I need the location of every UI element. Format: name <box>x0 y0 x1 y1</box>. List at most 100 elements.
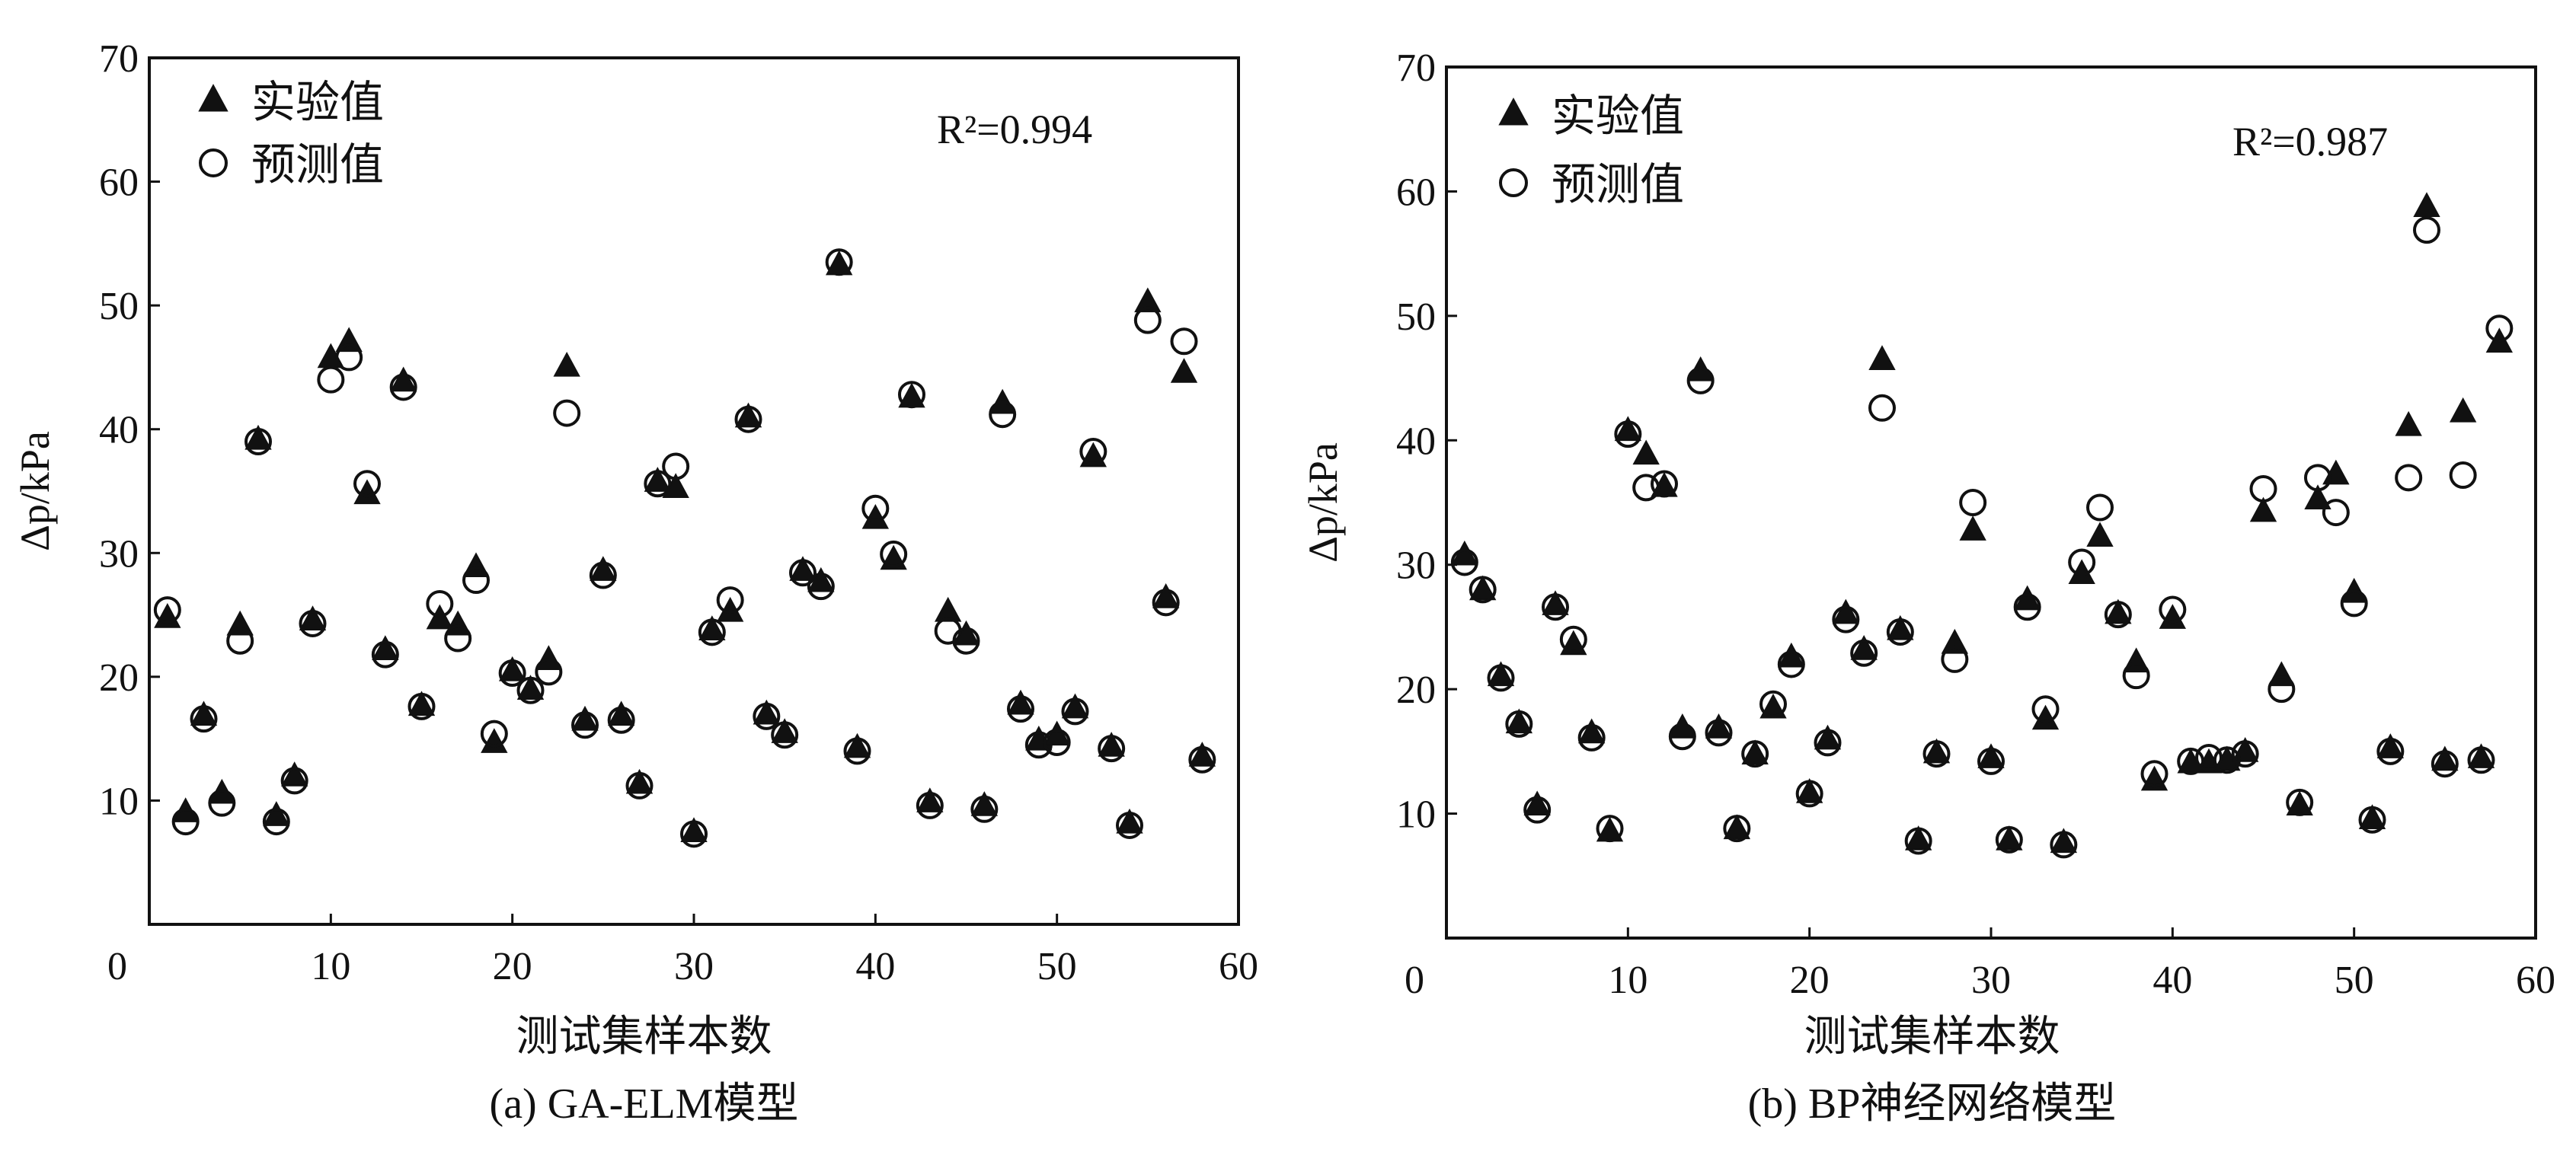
chart-a-point-experimental <box>481 728 508 753</box>
chart-b-point-predicted <box>1596 815 1624 843</box>
chart-a-point-experimental <box>625 768 654 794</box>
chart-b-xlabel: 测试集样本数 <box>1804 1013 2060 1061</box>
chart-b-point-predicted <box>2376 737 2405 765</box>
chart-b-point-experimental <box>2358 804 2386 830</box>
chart-a-y-tick-label: 30 <box>99 532 139 576</box>
chart-a-point-experimental <box>753 699 781 725</box>
chart-a-legend-circle-marker <box>199 148 228 177</box>
chart-b-point-predicted <box>1886 618 1914 646</box>
chart-b-point-predicted <box>2431 750 2459 778</box>
chart-a-point-predicted <box>1024 731 1053 759</box>
chart-b-point-predicted <box>2140 760 2169 788</box>
chart-a-point-experimental <box>680 817 708 842</box>
chart-a-x-tick-label: 60 <box>1219 945 1258 988</box>
chart-a-point-experimental <box>190 700 218 726</box>
chart-a-point-predicted <box>898 381 925 409</box>
chart-a-point-predicted <box>516 676 545 704</box>
chart-b-point-predicted <box>1450 548 1478 576</box>
chart-b-point-experimental <box>2431 745 2459 771</box>
chart-a-point-predicted <box>498 659 526 687</box>
chart-b-y-tick-label: 40 <box>1396 420 1436 463</box>
chart-a-point-predicted <box>1061 697 1089 726</box>
chart-b-point-predicted <box>1814 729 1842 757</box>
chart-a-point-predicted <box>1152 589 1180 617</box>
chart-a-point-predicted <box>444 624 472 653</box>
chart-b-point-predicted <box>1542 593 1569 621</box>
chart-a-point-predicted <box>989 401 1017 429</box>
chart-a-point-experimental <box>535 645 563 670</box>
chart-a-point-experimental <box>861 503 890 529</box>
chart-b-x-tick-label: 20 <box>1790 959 1830 1002</box>
chart-b-point-predicted <box>1959 489 1987 516</box>
chart-a-x-tick-label: 20 <box>493 945 532 988</box>
chart-a-point-predicted <box>262 808 290 836</box>
chart-a-point-predicted <box>280 767 308 795</box>
chart-a-point-experimental <box>553 351 580 377</box>
chart-a-point-predicted <box>1133 306 1162 334</box>
chart-b-point-experimental <box>2105 598 2132 624</box>
chart-b-point-predicted <box>2231 740 2259 768</box>
chart-a-point-predicted <box>1079 437 1107 465</box>
chart-b-point-experimental <box>1614 416 1642 442</box>
chart-a-point-predicted <box>480 720 508 748</box>
chart-a-point-predicted <box>952 627 980 655</box>
chart-a-point-predicted <box>861 494 890 522</box>
chart-a-point-experimental <box>1098 732 1125 757</box>
chart-a-point-predicted <box>1007 695 1034 723</box>
chart-a-point-predicted <box>535 658 563 686</box>
chart-a-point-predicted <box>1098 735 1126 763</box>
chart-a-point-experimental <box>1061 693 1089 719</box>
chart-b-y-tick-label: 50 <box>1396 295 1436 339</box>
chart-b-point-experimental <box>2050 828 2078 854</box>
chart-b-ylabel: Δp/kPa <box>1300 442 1346 563</box>
chart-b-point-predicted <box>2340 589 2368 618</box>
chart-b-point-experimental <box>2304 484 2332 509</box>
chart-a-point-predicted <box>662 452 690 480</box>
chart-a-point-experimental <box>407 691 436 716</box>
chart-a-y-tick-label: 20 <box>99 656 139 700</box>
chart-b-point-predicted <box>2304 464 2332 492</box>
chart-a-point-experimental <box>843 732 871 758</box>
chart-b-point-predicted <box>1941 645 1969 673</box>
chart-a-point-predicted <box>389 373 417 401</box>
chart-a-point-experimental <box>516 675 545 700</box>
chart-b-point-experimental <box>2249 496 2277 522</box>
chart-b-point-predicted <box>2086 493 2114 522</box>
chart-a-point-experimental <box>590 556 617 581</box>
chart-b-point-predicted <box>2485 314 2514 343</box>
chart-a-ylabel: Δp/kPa <box>12 431 58 551</box>
chart-a-point-predicted <box>644 470 672 498</box>
chart-b-point-predicted <box>1559 625 1587 653</box>
chart-a-legend-triangle-marker <box>198 84 229 112</box>
chart-a-point-experimental <box>372 635 399 660</box>
chart-b-x-tick-label: 10 <box>1608 959 1648 1002</box>
chart-b-point-predicted <box>1632 474 1660 502</box>
chart-b-y-tick-label: 70 <box>1396 46 1436 90</box>
chart-a-point-predicted <box>153 596 181 624</box>
chart-a-y-tick-label: 70 <box>99 37 139 81</box>
chart-a-point-predicted <box>371 640 399 669</box>
chart-b-point-predicted <box>1723 815 1751 843</box>
chart-b-point-predicted <box>2268 675 2296 704</box>
chart-b-point-predicted <box>1741 740 1769 768</box>
chart-b-point-predicted <box>1777 650 1805 678</box>
chart-b-point-predicted <box>1995 825 2023 854</box>
chart-b-point-predicted <box>2249 475 2277 503</box>
chart-a-x-tick-label: 50 <box>1037 945 1077 988</box>
chart-a-point-experimental <box>1134 287 1162 313</box>
chart-a-point-predicted <box>335 343 363 372</box>
chart-a-point-predicted <box>462 566 490 595</box>
chart-a-point-experimental <box>1152 582 1180 608</box>
chart-a-point-experimental <box>280 761 308 787</box>
chart-b-y-tick-label: 10 <box>1396 793 1436 837</box>
chart-b-point-predicted <box>2449 461 2477 490</box>
chart-b-series-predicted <box>1450 216 2514 859</box>
chart-a-point-predicted <box>589 561 617 589</box>
chart-b-point-predicted <box>1487 664 1515 692</box>
chart-a-point-experimental <box>299 605 327 630</box>
chart-b-point-experimental <box>2086 522 2114 547</box>
chart-a-point-experimental <box>970 791 999 816</box>
chart-a-point-predicted <box>843 737 871 765</box>
chart-b-point-predicted <box>1977 747 2005 775</box>
chart-b-point-predicted <box>2122 662 2150 690</box>
